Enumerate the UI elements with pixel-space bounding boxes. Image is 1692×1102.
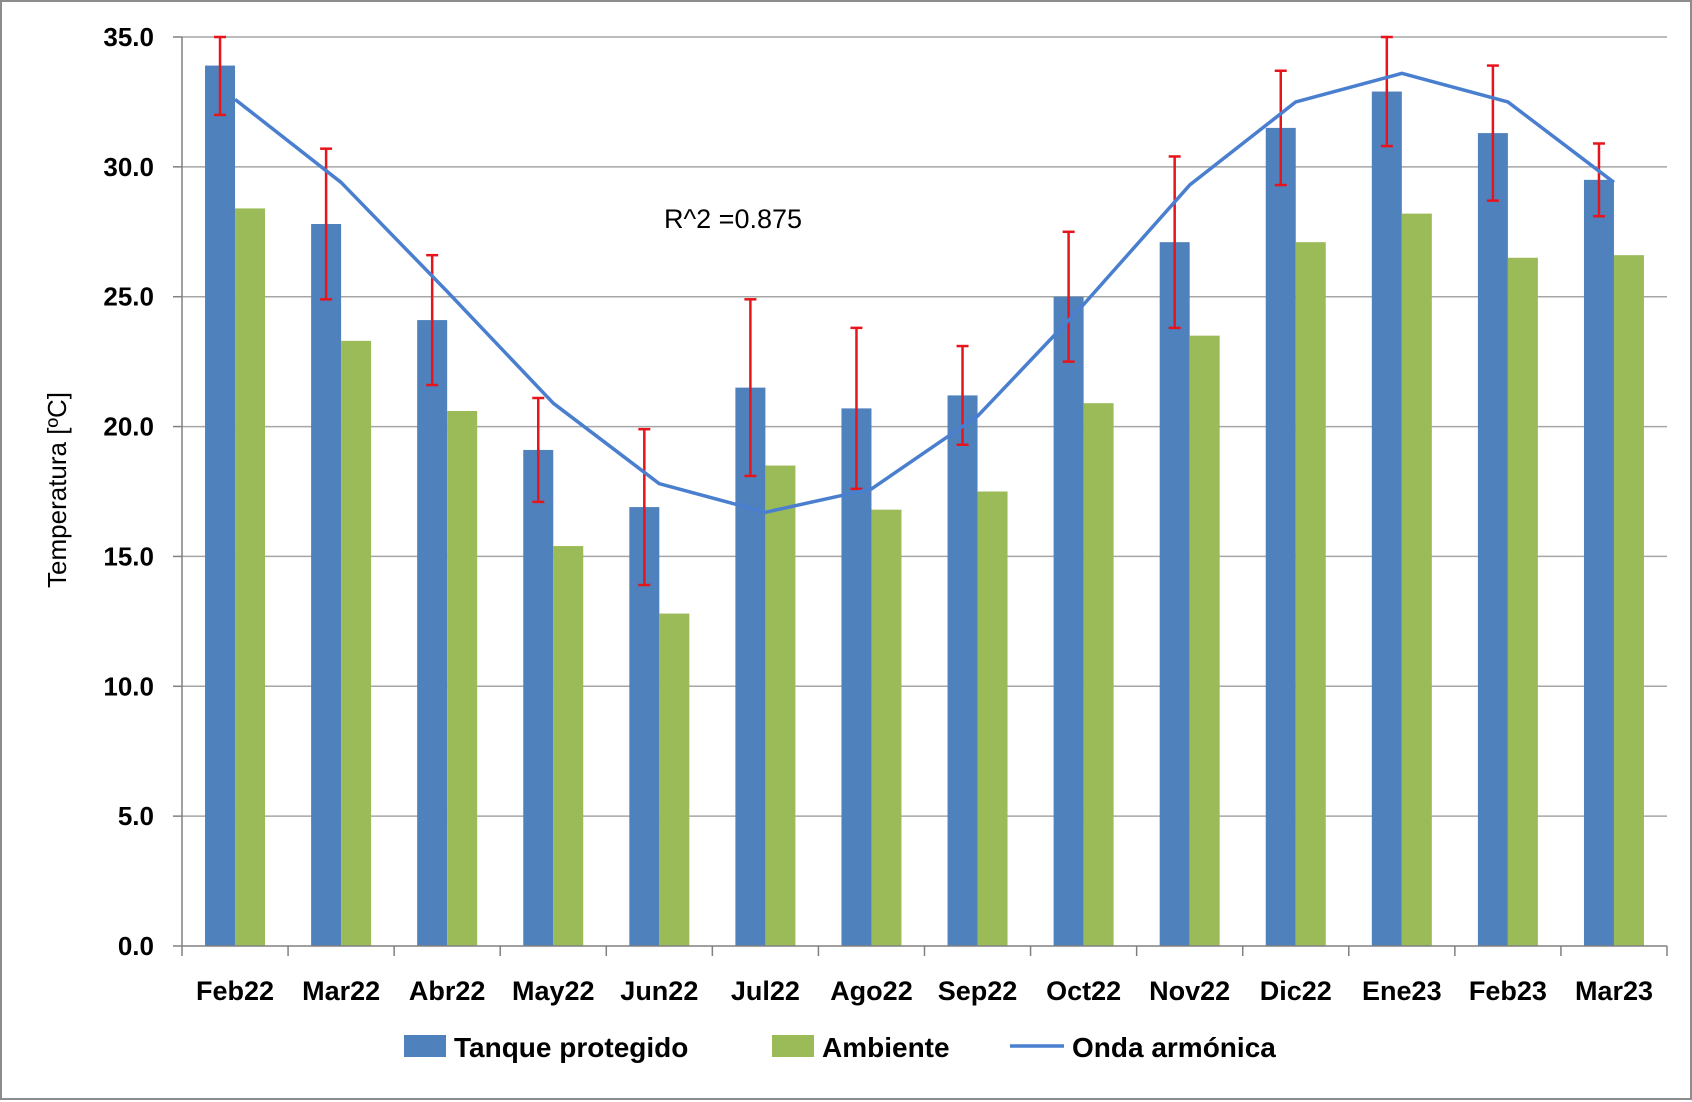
bar-tanque-protegido — [841, 408, 872, 946]
bar-ambiente — [341, 340, 372, 946]
x-tick-label: Ago22 — [830, 976, 913, 1006]
legend-label-tanque-protegido: Tanque protegido — [454, 1032, 688, 1063]
y-axis-title: Temperatura [ºC] — [42, 392, 72, 588]
legend: Tanque protegido Ambiente Onda armónica — [404, 1032, 1276, 1063]
bar-ambiente — [765, 465, 796, 946]
bar-ambiente — [553, 546, 584, 946]
y-tick-labels: 0.0 5.0 10.0 15.0 20.0 25.0 30.0 35.0 — [103, 22, 182, 961]
x-tick-label: Jul22 — [731, 976, 800, 1006]
bar-tanque-protegido — [1477, 133, 1508, 946]
bar-ambiente — [1083, 403, 1114, 946]
gridlines — [182, 36, 1667, 817]
x-tick-label: Sep22 — [938, 976, 1018, 1006]
y-tick-label: 35.0 — [103, 22, 154, 52]
x-tick-label: Jun22 — [620, 976, 698, 1006]
harmonic-line-series — [233, 71, 1616, 515]
bar-ambiente — [1401, 213, 1432, 946]
bar-tanque-protegido — [311, 223, 342, 947]
x-tick-label: Feb22 — [196, 976, 274, 1006]
x-tick-label: Abr22 — [409, 976, 486, 1006]
bar-tanque-protegido — [1265, 127, 1296, 946]
bar-tanque-protegido — [523, 449, 554, 946]
bar-tanque-protegido — [947, 395, 978, 946]
axes — [181, 37, 1668, 956]
bar-ambiente — [977, 491, 1008, 946]
bar-tanque-protegido — [735, 387, 766, 947]
bar-ambiente — [1507, 257, 1538, 946]
bar-ambiente — [1295, 242, 1326, 946]
legend-label-ambiente: Ambiente — [822, 1032, 950, 1063]
legend-label-onda-armónica: Onda armónica — [1072, 1032, 1276, 1063]
bar-tanque-protegido — [1053, 296, 1084, 946]
legend-swatch-ambiente — [772, 1035, 814, 1057]
y-tick-label: 5.0 — [118, 801, 154, 831]
x-tick-label: Ene23 — [1362, 976, 1442, 1006]
legend-swatch-tanque-protegido — [404, 1035, 446, 1057]
bar-tanque-protegido — [1371, 91, 1402, 947]
x-tick-labels: Feb22 Mar22 Abr22 May22 Jun22 Jul22 Ago22 Sep22… — [196, 976, 1653, 1006]
x-tick-label: Mar22 — [302, 976, 380, 1006]
r-squared-annotation: R^2 =0.875 — [664, 204, 802, 234]
x-tick-label: May22 — [512, 976, 595, 1006]
x-tick-label: Oct22 — [1046, 976, 1121, 1006]
x-tick-label: Dic22 — [1260, 976, 1332, 1006]
x-tick-label: Mar23 — [1575, 976, 1653, 1006]
bar-ambiente — [447, 410, 478, 946]
y-tick-label: 30.0 — [103, 152, 154, 182]
bar-ambiente — [1613, 255, 1644, 946]
bar-tanque-protegido — [1583, 179, 1614, 947]
bar-ambiente — [1189, 335, 1220, 947]
y-tick-label: 20.0 — [103, 412, 154, 442]
y-tick-label: 25.0 — [103, 282, 154, 312]
x-tick-label: Nov22 — [1149, 976, 1230, 1006]
bar-tanque-protegido — [1159, 242, 1190, 946]
bar-tanque-protegido — [205, 65, 236, 946]
bar-ambiente — [871, 509, 902, 946]
bar-series — [205, 65, 1644, 947]
line-onda-armónica — [233, 71, 1616, 515]
y-tick-label: 10.0 — [103, 671, 154, 701]
x-tick-label: Feb23 — [1469, 976, 1547, 1006]
bar-tanque-protegido — [417, 320, 448, 946]
bar-ambiente — [235, 208, 266, 946]
y-tick-label: 0.0 — [118, 931, 154, 961]
bar-ambiente — [659, 613, 690, 946]
y-tick-label: 15.0 — [103, 541, 154, 571]
